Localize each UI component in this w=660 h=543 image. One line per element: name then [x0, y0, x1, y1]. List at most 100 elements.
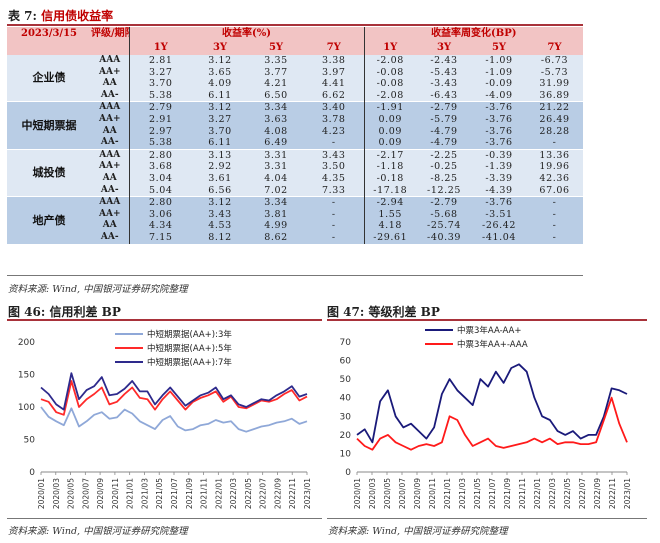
yield-cell: -: [304, 220, 365, 232]
yield-cell: 3.70: [192, 125, 248, 138]
yield-cell: 4.35: [304, 172, 365, 185]
change-cell: -5.68: [416, 208, 473, 221]
y-tick-label: 60: [340, 357, 352, 367]
change-cell: -: [526, 220, 584, 232]
x-tick-label: 2022/11: [288, 478, 297, 509]
tenor-header: 3Y: [192, 41, 248, 55]
rating-cell: AAA: [91, 148, 129, 162]
change-cell: -3.39: [472, 172, 527, 185]
y-tick-label: 50: [340, 375, 352, 385]
change-cell: -29.61: [363, 231, 417, 244]
change-cell: -6.43: [416, 89, 473, 102]
change-cell: 31.99: [526, 78, 584, 90]
yield-cell: 3.06: [128, 208, 192, 221]
table-row: AA+ 3.27 3.65 3.77 3.97 -0.08 -5.43 -1.09 -5.73: [7, 66, 584, 79]
rating-cell: AAA: [91, 196, 129, 209]
yield-table: 2023/3/15 评级/期限 收益率(%) 收益率周变化(BP) 1Y 3Y …: [7, 27, 584, 244]
yield-cell: 3.63: [248, 113, 304, 126]
table-row: 企业债 AAA 2.81 3.12 3.35 3.38 -2.08 -2.43 -1.09 -6.…: [7, 55, 584, 102]
change-cell: 4.18: [363, 220, 417, 232]
x-tick-label: 2022/11: [608, 478, 617, 509]
yield-cell: 4.04: [248, 172, 304, 185]
series-line: [356, 396, 628, 451]
yield-cell: 3.12: [192, 101, 248, 114]
change-cell: -5.43: [416, 66, 473, 79]
table-top-rule: [7, 24, 583, 26]
change-cell: -3.76: [472, 101, 527, 114]
yield-cell: 3.31: [248, 161, 304, 173]
change-cell: 0.09: [363, 137, 417, 150]
yield-cell: 4.34: [128, 220, 192, 232]
yield-cell: 3.43: [304, 148, 365, 162]
x-tick-label: 2020/03: [52, 478, 61, 509]
change-cell: -4.79: [416, 125, 473, 138]
yield-cell: 6.11: [192, 137, 248, 150]
fig47-source: 资料来源: Wind, 中国银河证券研究院整理: [328, 526, 508, 537]
change-cell: -6.73: [526, 55, 584, 67]
x-tick-label: 2021/07: [488, 478, 497, 509]
yield-cell: 4.08: [248, 125, 304, 138]
table-bottom-rule: [7, 275, 583, 276]
change-header: 收益率周变化(BP): [363, 27, 584, 41]
x-tick-label: 2020/11: [428, 478, 437, 509]
tenor-header: 1Y: [128, 41, 192, 55]
yield-cell: 2.80: [128, 148, 192, 162]
change-cell: -12.25: [416, 184, 473, 197]
yield-cell: 2.91: [128, 113, 192, 126]
x-tick-label: 2021/09: [503, 478, 512, 509]
yield-cell: 3.04: [128, 172, 192, 185]
rating-cell: AA+: [91, 208, 129, 221]
fig47-rule: [327, 319, 647, 321]
yield-cell: 4.23: [304, 125, 365, 138]
change-cell: -41.04: [472, 231, 527, 244]
x-tick-label: 2020/03: [368, 478, 377, 509]
x-tick-label: 2022/01: [214, 478, 223, 509]
date-cell: 2023/3/15: [7, 27, 91, 41]
yield-cell: 5.38: [128, 137, 192, 150]
bond-type-cell: 企业债: [7, 55, 91, 102]
change-cell: 0.09: [363, 125, 417, 138]
yield-cell: 2.92: [192, 161, 248, 173]
x-tick-label: 2022/03: [548, 478, 557, 509]
change-cell: -0.25: [416, 161, 473, 173]
x-tick-label: 2021/09: [185, 478, 194, 509]
table-row: AA+ 3.06 3.43 3.81-1.55 -5.68 -3.51-: [7, 208, 584, 221]
x-tick-label: 2020/07: [81, 478, 90, 509]
change-cell: -3.76: [472, 196, 527, 209]
table-row: AA 3.04 3.61 4.04 4.35 -0.18 -8.25 -3.39 42.36: [7, 172, 584, 185]
rating-cell: AAA: [91, 55, 129, 67]
series-line: [356, 363, 628, 444]
change-cell: -1.09: [472, 66, 527, 79]
yield-cell: 3.78: [304, 113, 365, 126]
yield-cell: 3.81: [248, 208, 304, 221]
change-cell: -40.39: [416, 231, 473, 244]
y-tick-label: 40: [340, 394, 352, 404]
change-cell: -2.79: [416, 196, 473, 209]
tenor-header: 7Y: [304, 41, 365, 55]
yield-cell: -: [304, 208, 365, 221]
x-tick-label: 2022/07: [578, 478, 587, 509]
table-row: 地产债 AAA 2.80 3.12 3.34- -2.94 -2.79 -3.76-: [7, 196, 584, 244]
table-body: 企业债 AAA 2.81 3.12 3.35 3.38 -2.08 -2.43 -1.09 -6.…: [7, 55, 584, 244]
change-cell: -1.91: [363, 101, 417, 114]
yield-cell: 3.77: [248, 66, 304, 79]
rating-tenor-label: 评级/期限: [91, 27, 129, 41]
yield-cell: 6.62: [304, 89, 365, 102]
change-cell: -26.42: [472, 220, 527, 232]
yield-header: 收益率(%): [128, 27, 365, 41]
y-tick-label: 0: [345, 468, 351, 478]
y-tick-label: 0: [29, 468, 35, 478]
yield-cell: 3.43: [192, 208, 248, 221]
change-cell: -0.09: [472, 78, 527, 90]
change-cell: 28.28: [526, 125, 584, 138]
rating-cell: AA-: [91, 137, 129, 150]
yield-cell: -: [304, 196, 365, 209]
bond-type-cell: 城投债: [7, 148, 91, 197]
x-tick-label: 2022/01: [533, 478, 542, 509]
x-tick-label: 2021/11: [518, 478, 527, 509]
yield-cell: 3.50: [304, 161, 365, 173]
change-cell: -: [526, 208, 584, 221]
change-cell: 26.49: [526, 113, 584, 126]
rating-cell: AA-: [91, 184, 129, 197]
change-cell: -: [526, 196, 584, 209]
